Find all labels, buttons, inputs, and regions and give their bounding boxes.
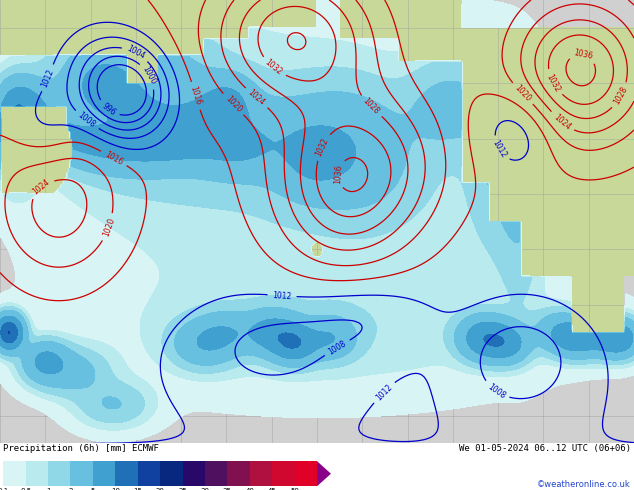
Text: 1016: 1016 — [189, 85, 203, 106]
Bar — [160, 461, 183, 486]
Polygon shape — [317, 461, 331, 486]
Text: 50: 50 — [290, 488, 299, 490]
Text: 1032: 1032 — [314, 136, 330, 158]
Text: 1008: 1008 — [327, 339, 347, 356]
Bar — [250, 461, 272, 486]
Text: 1008: 1008 — [76, 111, 97, 130]
Text: 1028: 1028 — [612, 85, 630, 106]
Text: 1024: 1024 — [247, 88, 267, 108]
Text: 1024: 1024 — [552, 112, 572, 131]
Text: 0.5: 0.5 — [20, 488, 31, 490]
Text: 15: 15 — [133, 488, 142, 490]
Bar — [272, 461, 295, 486]
Bar — [205, 461, 228, 486]
Text: 25: 25 — [178, 488, 187, 490]
Text: We 01-05-2024 06..12 UTC (06+06): We 01-05-2024 06..12 UTC (06+06) — [459, 444, 631, 453]
Bar — [115, 461, 138, 486]
Bar — [48, 461, 70, 486]
Bar — [25, 461, 48, 486]
Text: 1032: 1032 — [545, 72, 562, 94]
Text: 1008: 1008 — [486, 382, 507, 400]
Text: 5: 5 — [91, 488, 95, 490]
Bar — [138, 461, 160, 486]
Text: 1: 1 — [46, 488, 50, 490]
Text: 1024: 1024 — [31, 178, 51, 197]
Text: 996: 996 — [100, 101, 117, 117]
Text: 1020: 1020 — [223, 94, 243, 114]
Text: 10: 10 — [111, 488, 120, 490]
Text: 30: 30 — [200, 488, 209, 490]
Text: 40: 40 — [245, 488, 254, 490]
Bar — [183, 461, 205, 486]
Text: 2: 2 — [68, 488, 73, 490]
Text: 1016: 1016 — [103, 149, 124, 167]
Text: ©weatheronline.co.uk: ©weatheronline.co.uk — [537, 480, 631, 489]
Text: 1012: 1012 — [40, 68, 56, 89]
Text: 1004: 1004 — [125, 44, 146, 61]
Text: 1036: 1036 — [573, 48, 593, 61]
Text: 1000: 1000 — [141, 65, 158, 86]
Text: 1012: 1012 — [272, 291, 292, 301]
Bar — [93, 461, 115, 486]
Bar — [228, 461, 250, 486]
Bar — [3, 461, 25, 486]
Text: 1020: 1020 — [513, 83, 533, 104]
Text: 35: 35 — [223, 488, 232, 490]
Bar — [70, 461, 93, 486]
Text: 0.1: 0.1 — [0, 488, 9, 490]
Text: 20: 20 — [156, 488, 164, 490]
Text: Precipitation (6h) [mm] ECMWF: Precipitation (6h) [mm] ECMWF — [3, 444, 159, 453]
Text: 1028: 1028 — [361, 97, 381, 116]
Bar — [295, 461, 317, 486]
Text: 1012: 1012 — [374, 382, 394, 402]
Text: 1020: 1020 — [101, 217, 116, 238]
Text: 1012: 1012 — [490, 139, 508, 160]
Text: 45: 45 — [268, 488, 276, 490]
Text: 1032: 1032 — [263, 58, 284, 77]
Text: 1036: 1036 — [333, 164, 344, 184]
